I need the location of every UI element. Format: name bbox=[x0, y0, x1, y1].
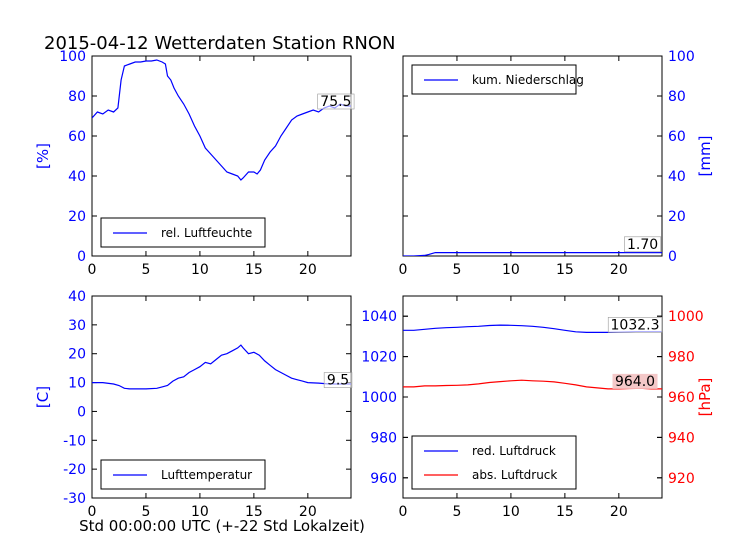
x-tick-label: 15 bbox=[245, 504, 263, 520]
chart-panel-temperature: 0 5 10 15 20 -30 -20 -10 0 10 20 30 40 [C] 9.5 Lufttemp… bbox=[34, 289, 353, 520]
x-tick-label: 5 bbox=[452, 262, 461, 278]
y-tick-label: 0 bbox=[77, 249, 86, 265]
y-axis-label: [hPa] bbox=[696, 378, 714, 417]
y-tick-label: 80 bbox=[668, 89, 686, 105]
series-line-abs. Luftdruck bbox=[403, 379, 662, 390]
y-tick-label: 100 bbox=[668, 49, 695, 65]
y-tick-label: 0 bbox=[668, 249, 677, 265]
chart-panel-precipitation: 0 5 10 15 20 0 20 40 60 80 100 [mm] 1.70 kum. Nieders… bbox=[399, 49, 714, 278]
y-tick-label: 960 bbox=[668, 390, 695, 406]
y-tick-label: 980 bbox=[668, 350, 695, 366]
y-tick-label: 100 bbox=[59, 49, 86, 65]
y-axis-label: [%] bbox=[34, 143, 52, 169]
annotation-label: 75.5 bbox=[320, 94, 351, 110]
y-tick-label: 960 bbox=[370, 471, 397, 487]
x-tick-label: 20 bbox=[299, 262, 317, 278]
y-tick-label: 80 bbox=[68, 89, 86, 105]
x-tick-label: 0 bbox=[399, 504, 408, 520]
y-tick-label: 10 bbox=[68, 376, 86, 392]
annotation-box bbox=[323, 372, 353, 388]
y-tick-label: -20 bbox=[63, 462, 86, 478]
annotation-label: 1.70 bbox=[627, 237, 658, 253]
y-tick-label: 20 bbox=[668, 209, 686, 225]
legend-label: Lufttemperatur bbox=[161, 468, 252, 482]
x-tick-label: 20 bbox=[299, 504, 317, 520]
x-tick-label: 10 bbox=[502, 262, 520, 278]
y-tick-label: 940 bbox=[668, 430, 695, 446]
x-tick-label: 15 bbox=[556, 504, 574, 520]
annotation-box bbox=[607, 317, 663, 333]
y-tick-label: 60 bbox=[668, 129, 686, 145]
legend-box bbox=[411, 435, 577, 490]
figure-xlabel: Std 00:00:00 UTC (+-22 Std Lokalzeit) bbox=[79, 517, 365, 535]
y-tick-label: -30 bbox=[63, 491, 86, 507]
annotation-box bbox=[317, 93, 355, 110]
y-tick-label: 20 bbox=[68, 347, 86, 363]
x-tick-label: 15 bbox=[556, 262, 574, 278]
annotation-label: 1032.3 bbox=[611, 317, 660, 333]
x-tick-label: 10 bbox=[191, 262, 209, 278]
x-tick-label: 15 bbox=[245, 262, 263, 278]
figure-title: 2015-04-12 Wetterdaten Station RNON bbox=[44, 33, 395, 54]
annotation-label: 9.5 bbox=[327, 373, 349, 389]
y-tick-label: 1020 bbox=[361, 350, 397, 366]
y-tick-label: 40 bbox=[68, 289, 86, 305]
legend-label: rel. Luftfeuchte bbox=[161, 226, 252, 240]
y-tick-label: 980 bbox=[370, 430, 397, 446]
y-tick-label: 60 bbox=[68, 129, 86, 145]
legend-label: kum. Niederschlag bbox=[472, 73, 584, 87]
legend-label: red. Luftdruck bbox=[472, 444, 556, 458]
x-tick-label: 0 bbox=[88, 504, 97, 520]
y-tick-label: 40 bbox=[668, 169, 686, 185]
x-tick-label: 5 bbox=[452, 504, 461, 520]
annotation-box bbox=[612, 373, 658, 389]
y-tick-label: 30 bbox=[68, 318, 86, 334]
annotation-label: 964.0 bbox=[615, 374, 655, 390]
y-tick-label: 20 bbox=[68, 209, 86, 225]
x-tick-label: 0 bbox=[88, 262, 97, 278]
y-tick-label: 0 bbox=[77, 404, 86, 420]
x-tick-label: 5 bbox=[141, 504, 150, 520]
y-axis-label: [C] bbox=[34, 386, 52, 408]
series-line-Lufttemperatur bbox=[92, 344, 351, 390]
series-line-kum. Niederschlag bbox=[403, 252, 662, 256]
y-tick-label: 40 bbox=[68, 169, 86, 185]
x-tick-label: 20 bbox=[610, 262, 628, 278]
x-tick-label: 0 bbox=[399, 262, 408, 278]
chart-panel-humidity: 0 5 10 15 20 0 20 40 60 80 100 [%] 75.5 rel. Luftfeuc… bbox=[34, 49, 355, 278]
x-tick-label: 10 bbox=[502, 504, 520, 520]
y-tick-label: 920 bbox=[668, 471, 695, 487]
y-axis-label: [mm] bbox=[696, 136, 714, 177]
x-tick-label: 5 bbox=[141, 262, 150, 278]
x-tick-label: 20 bbox=[610, 504, 628, 520]
series-line-rel. Luftfeuchte bbox=[92, 59, 351, 181]
y-tick-label: 1040 bbox=[361, 309, 397, 325]
y-tick-label: -10 bbox=[63, 433, 86, 449]
legend-label: abs. Luftdruck bbox=[472, 468, 557, 482]
annotation-box bbox=[624, 236, 662, 253]
chart-panel-pressure: 0 5 10 15 20 960 980 1000 1020 1040 920 940 960 980 10… bbox=[361, 295, 714, 520]
y-tick-label: 1000 bbox=[361, 390, 397, 406]
x-tick-label: 10 bbox=[191, 504, 209, 520]
y-tick-label: 1000 bbox=[668, 309, 704, 325]
